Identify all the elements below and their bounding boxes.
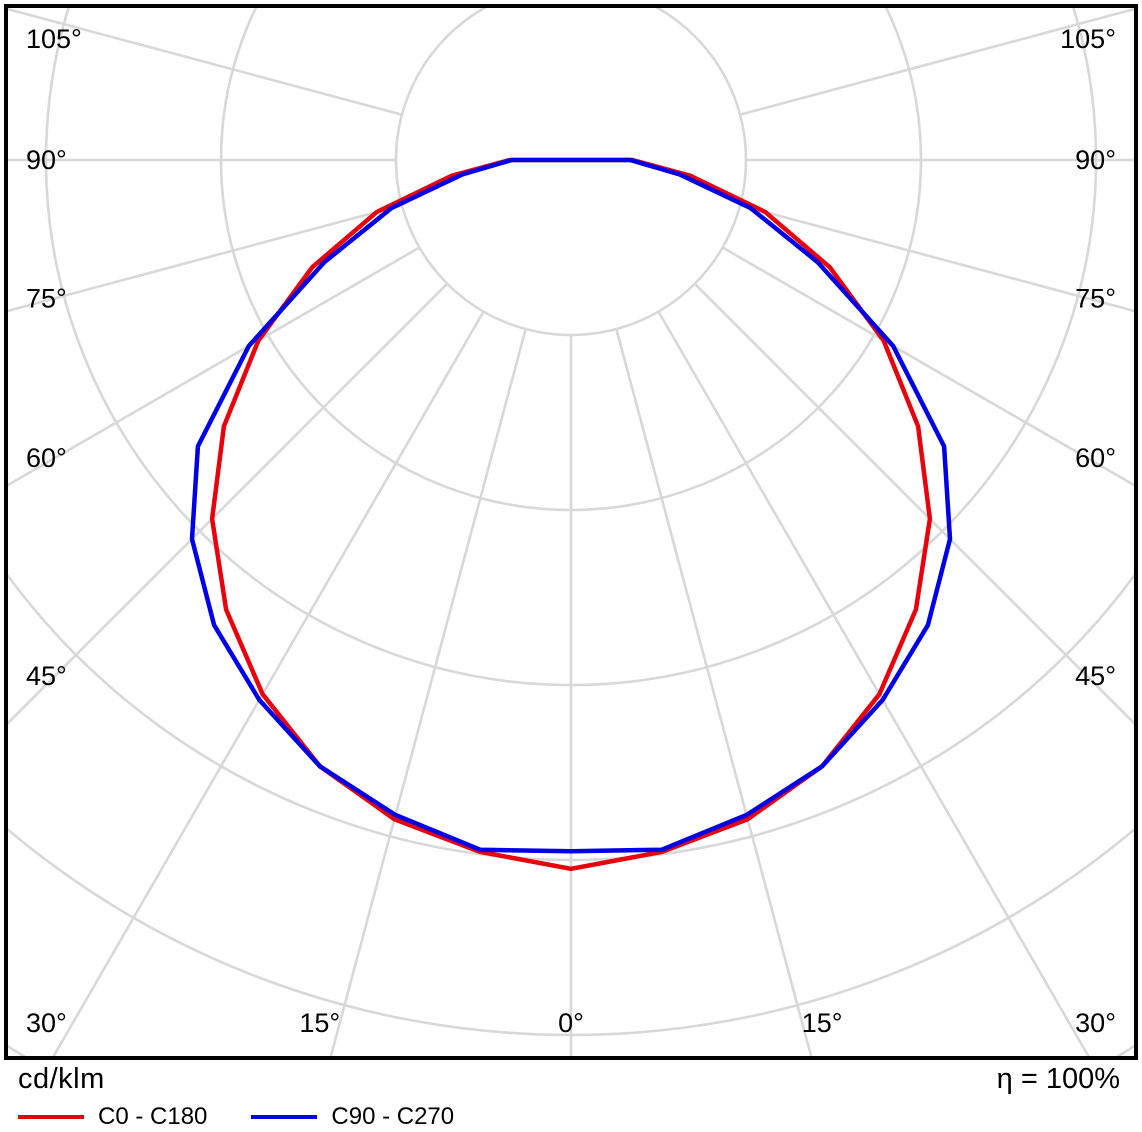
angle-label: 30° — [26, 1008, 67, 1038]
angle-label: 45° — [1075, 661, 1116, 691]
angle-label: 75° — [1075, 283, 1116, 313]
legend-label-c90-c270: C90 - C270 — [331, 1103, 455, 1130]
legend: C0 - C180 C90 - C270 — [18, 1103, 454, 1131]
angle-label: 90° — [26, 145, 67, 175]
angle-label: 90° — [1075, 145, 1116, 175]
grid-ray — [329, 328, 527, 1056]
angle-label: 15° — [802, 1008, 843, 1038]
grid-ray — [8, 282, 449, 725]
angle-label: 60° — [26, 443, 67, 473]
angle-label: 0° — [558, 1008, 584, 1038]
grid-ray — [8, 8, 403, 116]
legend-item-c90-c270: C90 - C270 — [251, 1103, 454, 1131]
grid-ray — [693, 282, 1134, 725]
efficiency-label: η = 100% — [996, 1063, 1120, 1095]
legend-label-c0-c180: C0 - C180 — [98, 1103, 208, 1130]
unit-label: cd/klm — [18, 1063, 105, 1095]
curve-c0-c180 — [209, 157, 933, 872]
angle-label: 30° — [1075, 1008, 1116, 1038]
intensity-curves — [189, 157, 953, 872]
legend-swatch-c0-c180 — [18, 1115, 84, 1119]
grid-ray — [739, 204, 1134, 313]
angle-label: 45° — [26, 661, 67, 691]
grid-ray — [8, 204, 403, 313]
grid-ray — [721, 246, 1134, 487]
grid-ring — [394, 8, 748, 337]
grid-ray — [739, 8, 1134, 116]
angle-label: 60° — [1075, 443, 1116, 473]
grid-ray — [52, 310, 485, 1056]
legend-item-c0-c180: C0 - C180 — [18, 1103, 207, 1131]
angle-label: 105° — [26, 24, 82, 54]
angle-labels: 105° 105° 90° 90° 75° 75° 60° 60° 45° 45° 30° 30° 15… — [26, 24, 1116, 1038]
angle-label: 105° — [1060, 24, 1116, 54]
curve-c90-c270 — [189, 157, 953, 854]
chart-footer: cd/klm η = 100% C0 - C180 C90 - C270 — [0, 1058, 1142, 1132]
angle-label: 15° — [299, 1008, 340, 1038]
grid-ray — [615, 328, 813, 1056]
grid-ray — [657, 310, 1090, 1056]
plot-frame — [4, 4, 1138, 1060]
angle-label: 75° — [26, 283, 67, 313]
grid-ray — [8, 246, 421, 487]
legend-swatch-c90-c270 — [251, 1115, 318, 1119]
